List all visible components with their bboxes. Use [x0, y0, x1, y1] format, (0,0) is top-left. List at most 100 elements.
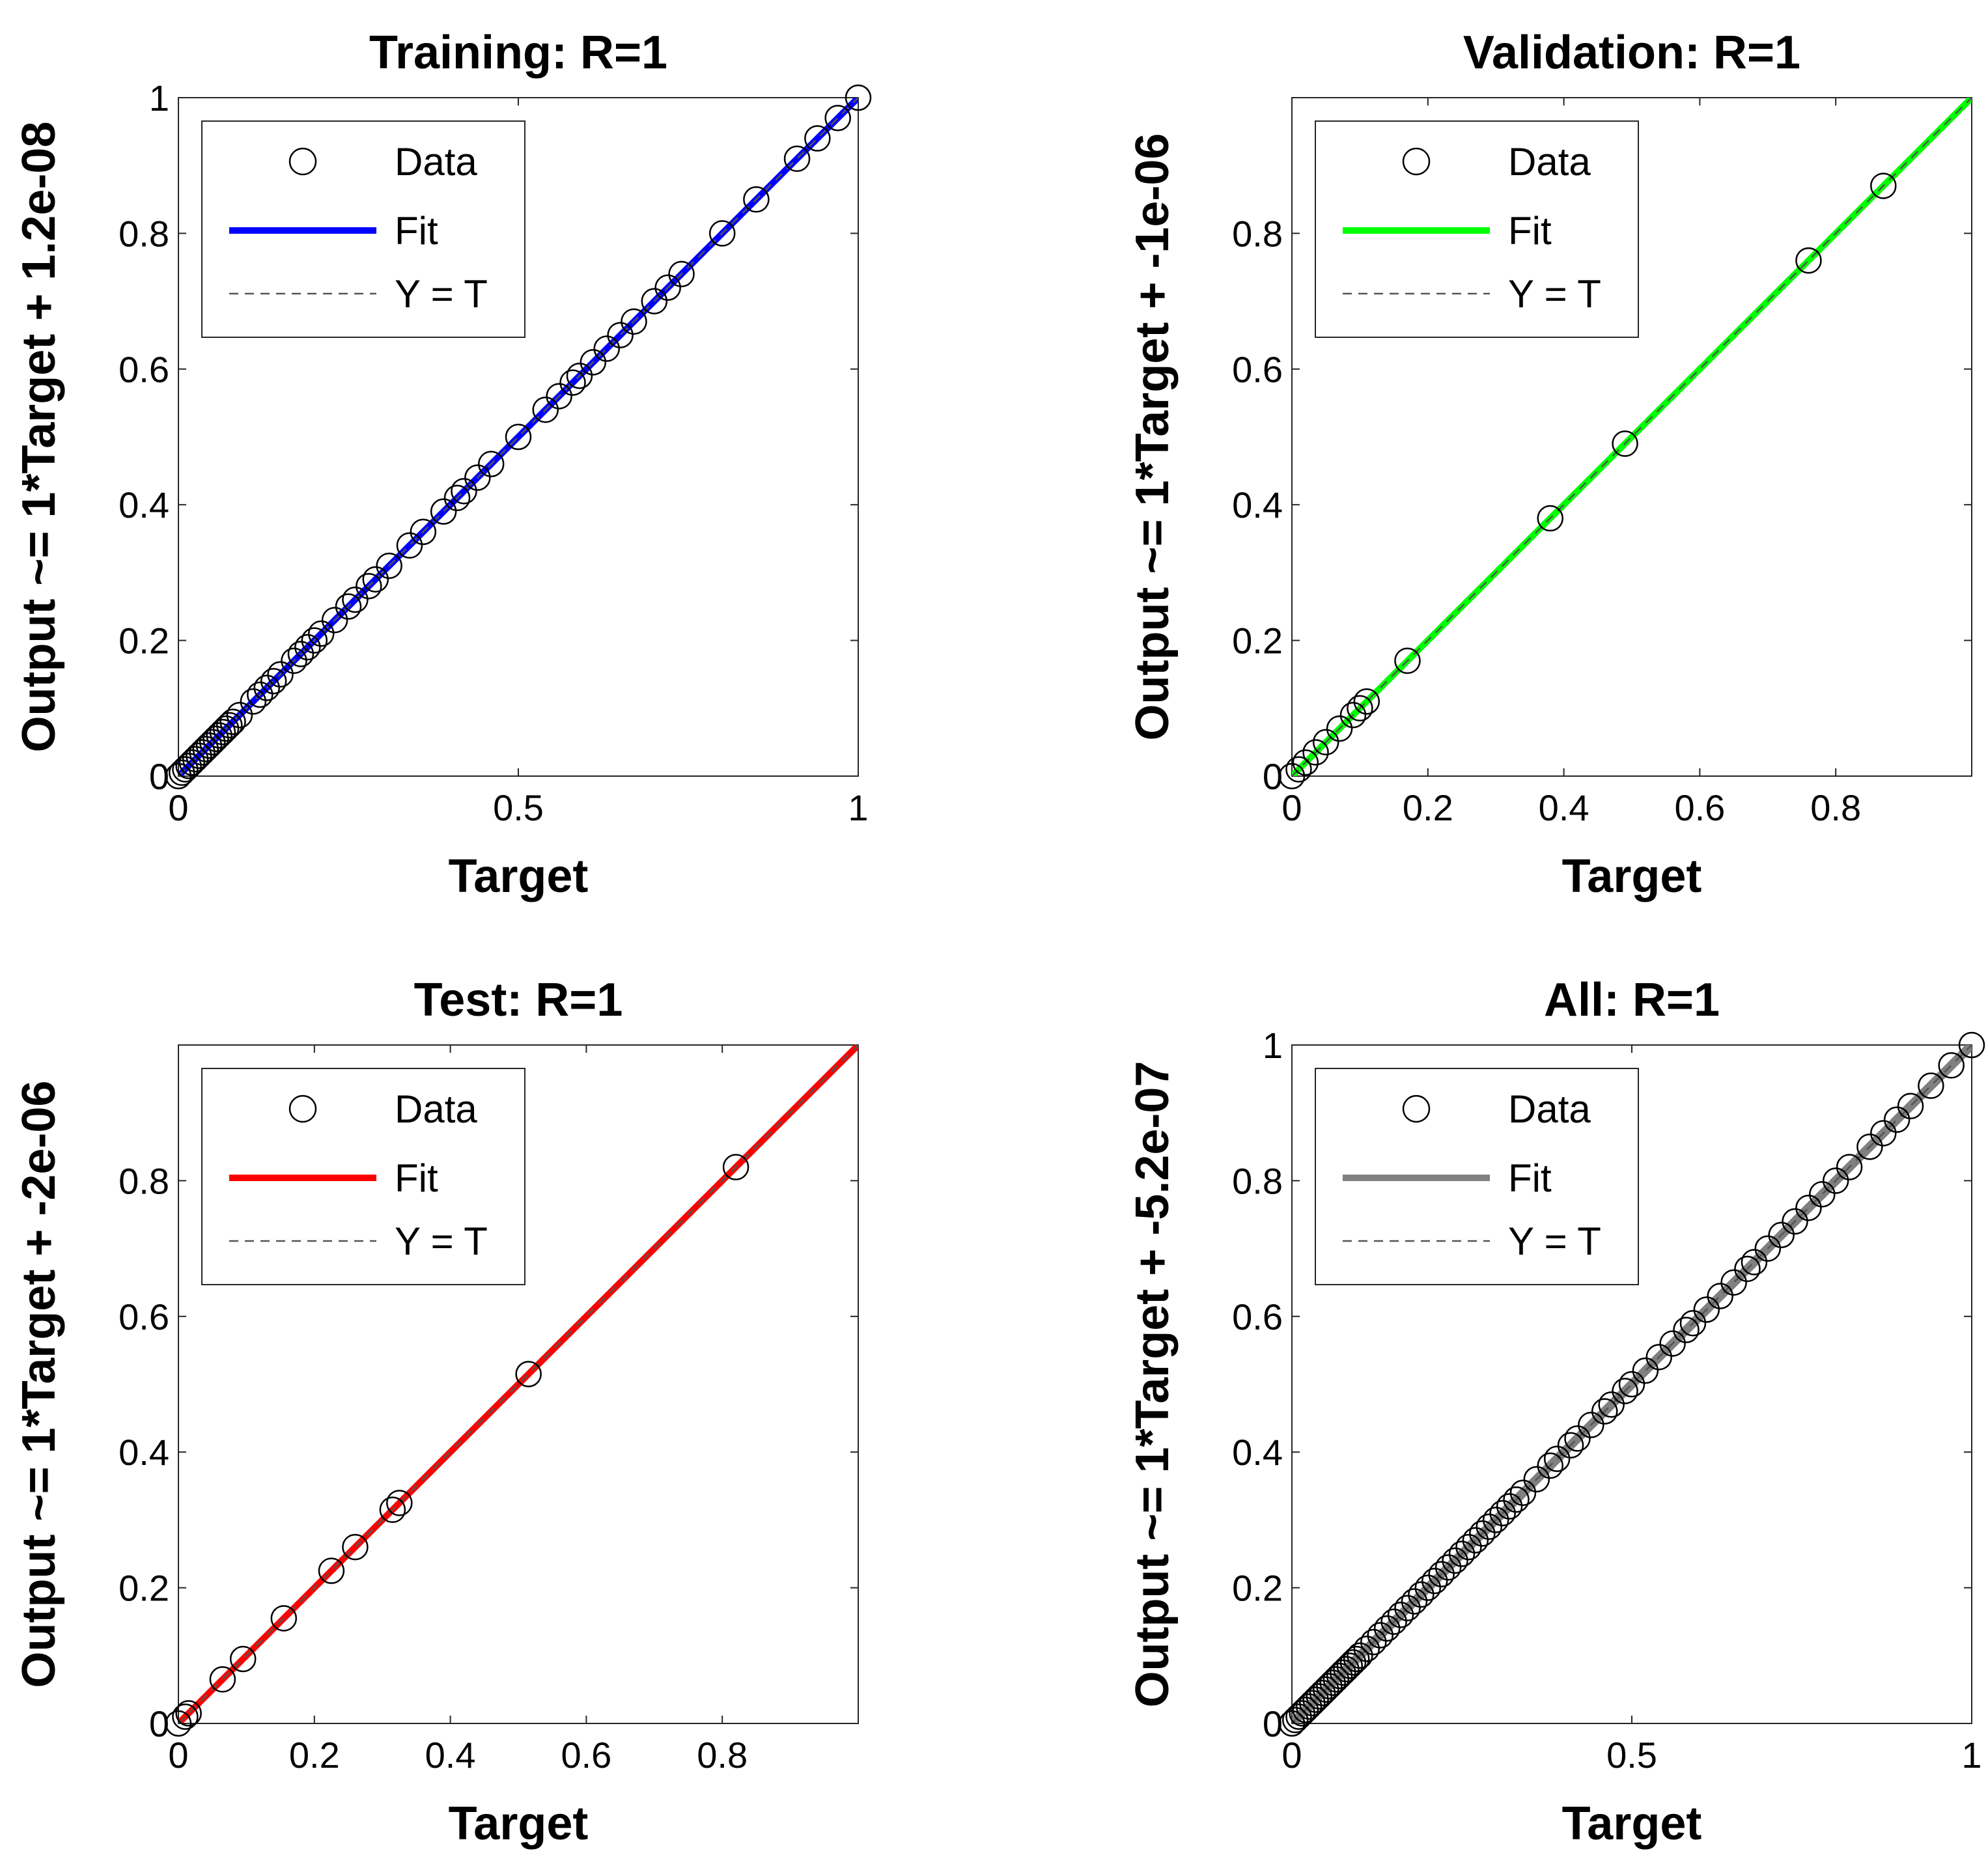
- y-axis-label: Output ~= 1*Target + -5.2e-07: [1127, 1061, 1179, 1708]
- data-point: [1309, 1679, 1336, 1707]
- data-point: [342, 1533, 369, 1561]
- chart-title: Test: R=1: [414, 974, 623, 1026]
- data-point: [260, 667, 287, 695]
- y-tick-label: 0.2: [1232, 620, 1283, 662]
- data-point: [1578, 1412, 1604, 1438]
- data-point: [1285, 1703, 1312, 1730]
- data-point: [1543, 1445, 1571, 1472]
- data-point: [1353, 1636, 1380, 1662]
- legend-label: Data: [1508, 140, 1591, 184]
- y-tick-label: 0.4: [1232, 484, 1283, 525]
- data-point: [1306, 1683, 1333, 1710]
- data-point: [1292, 749, 1319, 776]
- data-point: [1360, 1628, 1387, 1656]
- data-point: [1428, 1561, 1455, 1588]
- data-point: [1741, 1249, 1768, 1276]
- data-point: [1339, 701, 1367, 729]
- data-point: [294, 634, 321, 661]
- data-point: [379, 1496, 406, 1524]
- legend-label: Fit: [395, 1156, 438, 1200]
- data-point: [307, 620, 335, 647]
- data-point: [566, 362, 593, 389]
- data-point: [1720, 1269, 1747, 1296]
- data-point: [229, 1645, 257, 1673]
- data-point: [532, 397, 559, 423]
- data-point: [1347, 1642, 1373, 1669]
- data-point: [175, 753, 202, 779]
- data-point: [1707, 1283, 1733, 1309]
- data-point: [410, 518, 437, 546]
- data-point: [240, 688, 267, 715]
- x-tick-label: 0: [168, 787, 188, 828]
- x-tick-label: 0.2: [1403, 787, 1453, 828]
- data-point: [1537, 505, 1563, 532]
- data-point: [804, 125, 831, 152]
- data-point: [267, 661, 294, 688]
- data-point: [1822, 1167, 1849, 1194]
- x-tick-label: 0: [1281, 787, 1302, 828]
- data-point: [342, 586, 369, 613]
- data-point: [186, 742, 212, 769]
- y-axis-label: Output ~= 1*Target + -2e-06: [13, 1081, 65, 1688]
- data-point: [1326, 715, 1353, 742]
- data-point: [1618, 1371, 1645, 1398]
- data-point: [1316, 1673, 1343, 1699]
- data-point: [1482, 1507, 1509, 1533]
- legend-label: Data: [395, 140, 477, 184]
- legend-data-marker: [288, 1094, 317, 1123]
- data-point: [178, 749, 206, 776]
- data-point: [668, 260, 695, 288]
- data-point: [1883, 1106, 1911, 1133]
- data-point: [1591, 1398, 1618, 1425]
- x-axis-label: Target: [449, 850, 589, 902]
- data-point: [1343, 1645, 1370, 1673]
- x-tick-label: 1: [1961, 1735, 1981, 1776]
- data-point: [1292, 1696, 1319, 1723]
- data-point: [1414, 1574, 1442, 1601]
- data-point: [219, 708, 246, 735]
- data-point: [172, 1703, 199, 1730]
- data-point: [1408, 1581, 1435, 1608]
- data-point: [477, 451, 505, 477]
- y-tick-label: 0.6: [1232, 349, 1283, 390]
- legend-label: Fit: [395, 209, 438, 253]
- data-point: [1958, 1031, 1985, 1059]
- data-point: [206, 722, 232, 749]
- y-tick-label: 0.8: [1232, 213, 1283, 254]
- x-tick-label: 0.8: [697, 1735, 748, 1776]
- data-point: [356, 572, 382, 600]
- data-point: [1295, 1693, 1323, 1720]
- data-point: [845, 84, 872, 111]
- data-point: [1870, 173, 1897, 199]
- legend-label: Y = T: [395, 1220, 488, 1263]
- data-point: [430, 498, 457, 525]
- data-point: [722, 1154, 749, 1180]
- data-point: [654, 274, 681, 301]
- data-point: [216, 712, 243, 739]
- data-point: [1435, 1554, 1462, 1581]
- data-point: [270, 1605, 298, 1632]
- data-point: [621, 308, 647, 335]
- legend-data-marker: [1402, 147, 1431, 176]
- data-point: [1326, 1662, 1353, 1690]
- data-point: [1612, 430, 1638, 457]
- data-point: [1856, 1134, 1883, 1160]
- identity-line: [1292, 98, 1972, 776]
- data-point: [1938, 1052, 1965, 1079]
- data-point: [1333, 1656, 1360, 1682]
- chart-title: All: R=1: [1544, 974, 1720, 1026]
- y-tick-label: 0.6: [1232, 1296, 1283, 1337]
- y-tick-label: 1: [149, 77, 169, 118]
- data-point: [1754, 1235, 1782, 1262]
- legend-data-marker: [1402, 1094, 1431, 1123]
- data-point: [287, 641, 315, 667]
- y-tick-label: 0.8: [119, 1160, 169, 1201]
- data-point: [1659, 1330, 1686, 1357]
- plot-content: [1292, 98, 1972, 776]
- data-point: [1278, 1710, 1306, 1737]
- data-point: [1612, 1378, 1638, 1404]
- legend: Data Fit Y = T: [1315, 1068, 1639, 1285]
- data-point: [1285, 756, 1312, 783]
